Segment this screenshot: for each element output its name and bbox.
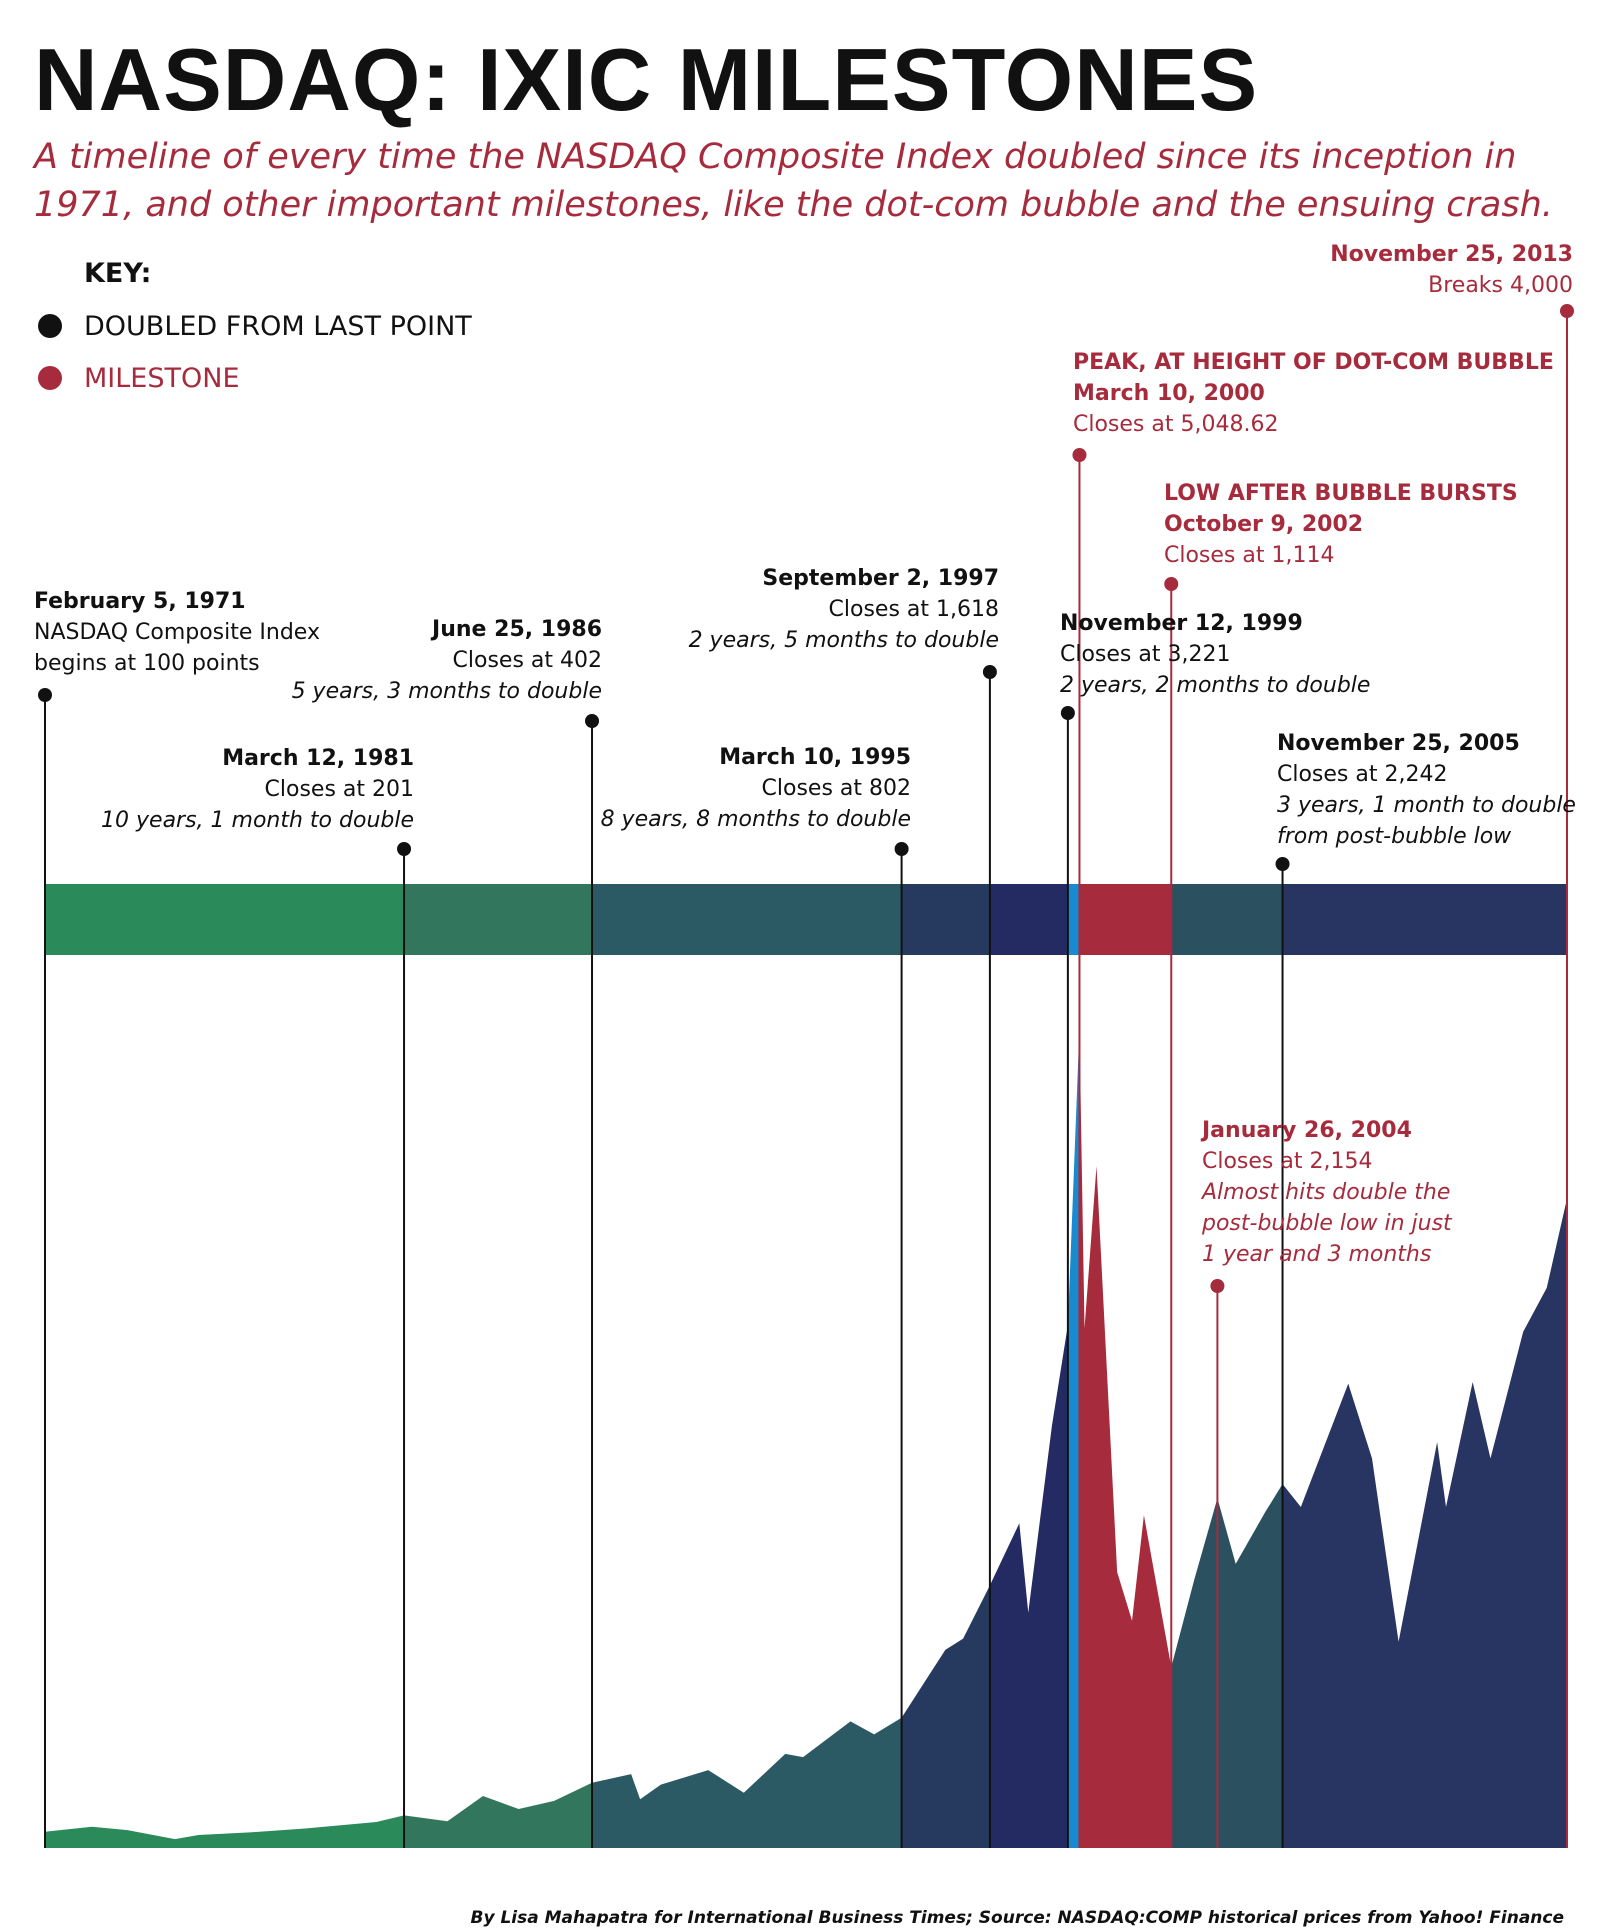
area-segment xyxy=(1282,1198,1567,1848)
milestone-heading: November 25, 2013 xyxy=(1330,242,1573,267)
page-subtitle: A timeline of every time the NASDAQ Comp… xyxy=(34,137,1553,225)
key-milestone-dot xyxy=(38,366,62,390)
milestone-note: 1 year and 3 months xyxy=(1202,1242,1431,1267)
milestone-note: Almost hits double the xyxy=(1200,1180,1450,1205)
milestone-markers xyxy=(38,304,1574,1848)
milestone-text: Closes at 2,242 xyxy=(1277,762,1447,787)
key-title: KEY: xyxy=(84,258,152,289)
milestone-text: Closes at 802 xyxy=(762,776,911,801)
milestone-text: Breaks 4,000 xyxy=(1428,273,1573,298)
area-segment xyxy=(989,1325,1068,1848)
price-area xyxy=(45,1028,1567,1848)
doubled-dot xyxy=(894,842,909,856)
milestone-text: Closes at 201 xyxy=(265,777,414,802)
milestone-dot xyxy=(1560,304,1574,318)
band-segment xyxy=(1067,884,1080,955)
key-doubled-dot xyxy=(38,314,62,338)
key-doubled: DOUBLED FROM LAST POINT xyxy=(38,310,472,342)
milestone-note: from post-bubble low xyxy=(1277,824,1512,849)
band-segment xyxy=(1282,884,1567,955)
area-segment xyxy=(1079,1028,1172,1848)
milestone-text: Closes at 2,154 xyxy=(1202,1149,1372,1174)
milestone-heading: June 25, 1986 xyxy=(430,617,602,642)
doubled-dot xyxy=(1275,857,1290,871)
milestone-text: Closes at 1,114 xyxy=(1164,543,1334,568)
milestone-note: 8 years, 8 months to double xyxy=(601,807,911,832)
milestone-text: Closes at 1,618 xyxy=(829,597,999,622)
band-segment xyxy=(1079,884,1172,955)
timeline-band xyxy=(45,884,1567,955)
milestone-text: Closes at 3,221 xyxy=(1060,642,1230,667)
page-title: NASDAQ: IXIC MILESTONES xyxy=(34,30,1259,129)
milestone-note: post-bubble low in just xyxy=(1201,1211,1453,1236)
milestone-heading: PEAK, AT HEIGHT OF DOT-COM BUBBLE xyxy=(1073,350,1554,375)
area-segment xyxy=(404,1782,593,1848)
band-segment xyxy=(404,884,593,955)
milestone-heading: November 25, 2005 xyxy=(1277,731,1520,756)
milestone-note: 5 years, 3 months to double xyxy=(292,679,602,704)
doubled-dot xyxy=(397,842,412,856)
source-credit: By Lisa Mahapatra for International Busi… xyxy=(470,1908,1565,1928)
milestone-labels: February 5, 1971 NASDAQ Composite Index be… xyxy=(34,242,1576,1267)
area-segment xyxy=(45,1815,405,1848)
milestone-note: 2 years, 5 months to double xyxy=(689,628,999,653)
band-segment xyxy=(901,884,990,955)
milestone-heading: February 5, 1971 xyxy=(34,589,246,614)
milestone-dot xyxy=(1072,448,1087,462)
doubled-dot xyxy=(1060,706,1075,720)
band-segment xyxy=(989,884,1068,955)
milestone-note: 3 years, 1 month to double xyxy=(1277,793,1576,818)
milestone-dot xyxy=(1164,577,1179,591)
key-milestone-label: MILESTONE xyxy=(84,362,240,394)
milestone-text: begins at 100 points xyxy=(34,651,260,676)
milestone-heading: March 10, 1995 xyxy=(719,745,911,770)
milestone-text: Closes at 402 xyxy=(453,648,602,673)
area-segment xyxy=(592,1717,902,1848)
milestone-date: October 9, 2002 xyxy=(1164,512,1363,537)
band-segment xyxy=(1171,884,1283,955)
area-segment xyxy=(1067,1028,1080,1848)
key-milestone: MILESTONE xyxy=(38,362,240,394)
doubled-dot xyxy=(982,665,997,679)
milestone-note: 2 years, 2 months to double xyxy=(1060,673,1370,698)
milestone-dot xyxy=(1210,1279,1225,1293)
band-segment xyxy=(45,884,405,955)
milestone-heading: September 2, 1997 xyxy=(762,566,999,591)
band-segment xyxy=(592,884,902,955)
milestone-heading: November 12, 1999 xyxy=(1060,611,1303,636)
doubled-dot xyxy=(38,688,52,702)
key-doubled-label: DOUBLED FROM LAST POINT xyxy=(84,310,472,342)
doubled-dot xyxy=(585,714,600,728)
milestone-date: March 10, 2000 xyxy=(1073,381,1265,406)
milestone-note: 10 years, 1 month to double xyxy=(101,808,414,833)
area-segment xyxy=(901,1585,990,1848)
milestone-heading: March 12, 1981 xyxy=(222,746,414,771)
milestone-text: Closes at 5,048.62 xyxy=(1073,412,1278,437)
milestone-heading: January 26, 2004 xyxy=(1200,1118,1412,1143)
milestone-text: NASDAQ Composite Index xyxy=(34,620,320,645)
milestone-heading: LOW AFTER BUBBLE BURSTS xyxy=(1164,481,1518,506)
area-segment xyxy=(1171,1484,1283,1848)
